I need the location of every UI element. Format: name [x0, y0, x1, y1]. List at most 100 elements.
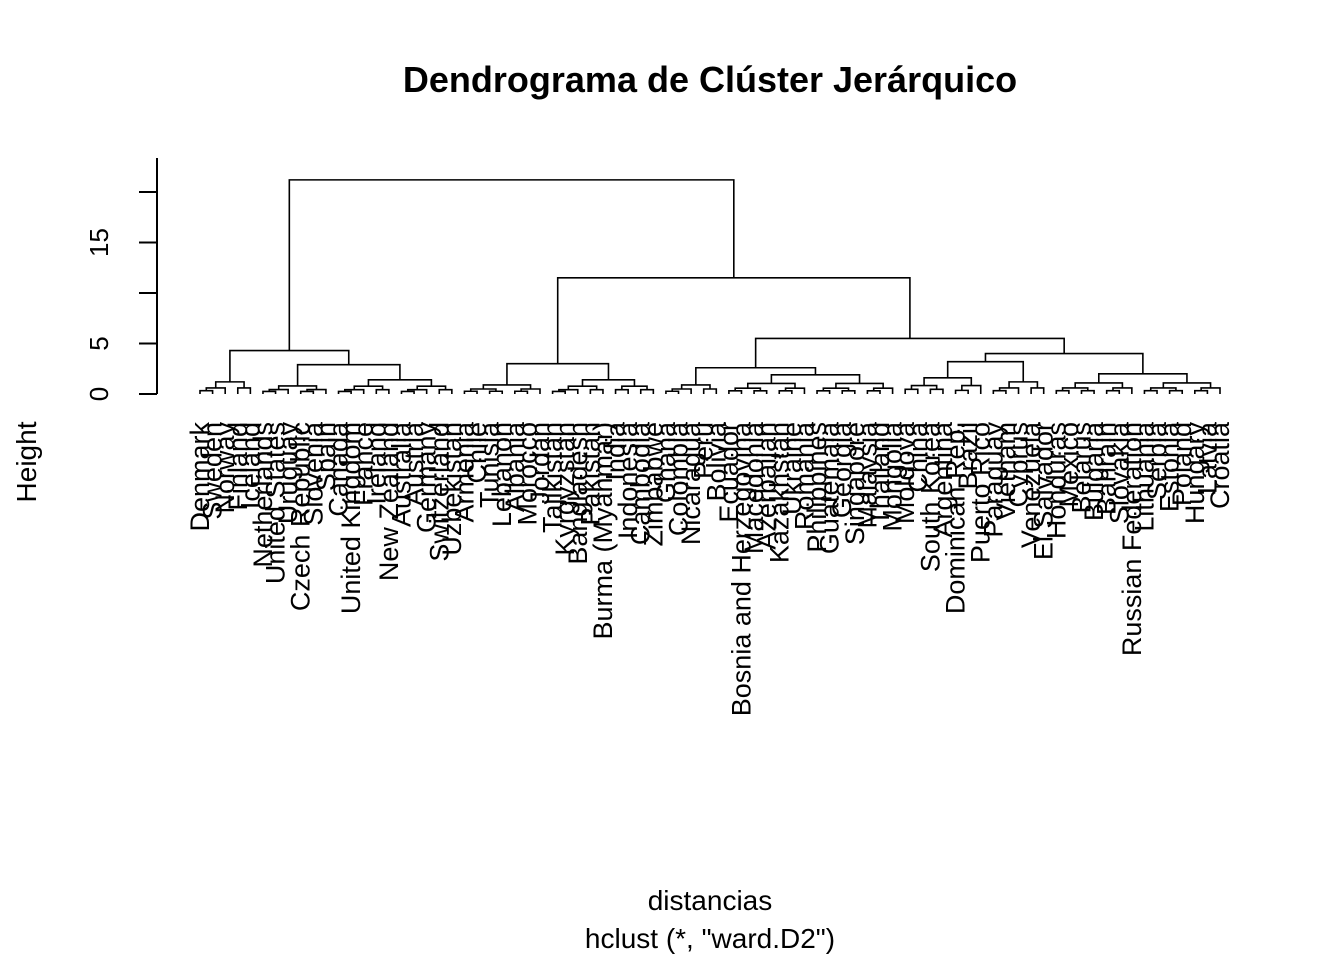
leaf-label: Cyprus — [1004, 422, 1034, 508]
dendrogram-link — [841, 390, 856, 394]
leaf-label: Vietnam — [991, 422, 1021, 521]
leaf-label: Iceland — [235, 422, 265, 509]
dendrogram-link — [551, 390, 566, 394]
leaf-label: Dominican Rep. — [941, 422, 971, 614]
dendrogram-link — [229, 349, 350, 382]
x-axis-label: distancias — [648, 885, 773, 916]
dendrogram-link — [816, 390, 831, 394]
leaf-label: Bangladesh — [563, 422, 593, 565]
dendrogram-link — [778, 390, 793, 394]
dendrogram-link — [262, 390, 277, 394]
dendrogram-link — [904, 388, 919, 394]
leaf-label: Malaysia — [852, 421, 882, 529]
leaf-label: Ireland — [361, 422, 391, 505]
leaf-label: United Kingdom — [336, 422, 366, 614]
leaf-label: Spain — [311, 422, 341, 491]
leaf-label: Zimbabwe — [638, 422, 668, 547]
dendrogram-link — [984, 352, 1144, 374]
dendrogram-link — [992, 389, 1007, 394]
leaf-label: El Salvador — [1029, 422, 1059, 560]
y-tick-label-15: 15 — [84, 228, 114, 257]
dendrogram-link — [946, 360, 1025, 382]
leaf-label: Uzbekistan — [437, 422, 467, 556]
dendrogram-link — [406, 388, 428, 394]
leaf-label: Armenia — [449, 421, 479, 523]
leaf-labels: DenmarkSwedenNorwayFinlandIcelandNetherl… — [185, 421, 1235, 716]
dendrogram-link — [558, 388, 579, 394]
leaf-label: Canada — [324, 421, 354, 517]
dendrogram-link — [665, 390, 680, 394]
leaf-label: India — [601, 421, 631, 481]
leaf-label: Georgia — [827, 421, 857, 518]
leaf-label: Albania — [500, 421, 530, 512]
leaf-label: Sweden — [198, 422, 228, 520]
leaf-label: Jordan — [525, 422, 555, 505]
dendrogram-link — [639, 388, 655, 394]
leaf-label: Cambodia — [626, 421, 656, 545]
leaf-label: Croatia — [1205, 421, 1235, 509]
dendrogram-link — [344, 388, 365, 394]
leaf-label: New Zealand — [374, 422, 404, 581]
leaf-label: Serbia — [1142, 421, 1172, 500]
leaf-label: South Korea — [915, 421, 945, 572]
leaf-label: Lebanon — [487, 422, 517, 527]
leaf-label: Switzerland — [424, 422, 454, 562]
dendrogram-link — [299, 390, 315, 394]
method-subtitle: hclust (*, "ward.D2") — [585, 923, 835, 954]
leaf-label: Mexico — [1054, 422, 1084, 508]
leaf-label: Estonia — [1155, 421, 1185, 512]
y-tick-label-5: 5 — [84, 336, 114, 350]
leaf-label: Philippines — [802, 422, 832, 553]
leaf-label: Ecuador — [714, 422, 744, 523]
leaf-label: Tajikistan — [538, 422, 568, 533]
dendrogram-link — [463, 390, 478, 394]
leaf-label: Uruguay — [273, 422, 303, 525]
dendrogram-link — [199, 389, 214, 394]
leaf-label: Slovenia — [298, 421, 328, 526]
leaf-label: Bahrain — [1092, 422, 1122, 515]
leaf-label: Thailand — [865, 422, 895, 526]
dendrogram-link — [866, 390, 881, 394]
dendrogram-link — [556, 277, 911, 364]
leaf-label: Lithuania — [1129, 421, 1159, 532]
leaf-label: Venezuela — [1016, 421, 1046, 548]
leaf-label: Morocco — [512, 422, 542, 526]
leaf-label: China — [903, 421, 933, 493]
dendrogram-link — [506, 362, 610, 385]
leaf-label: Mongolia — [878, 421, 908, 532]
leaf-label: Denmark — [185, 422, 215, 532]
dendrogram-link — [954, 389, 969, 394]
leaf-label: Colombia — [664, 421, 694, 536]
y-tick-label-0: 0 — [84, 387, 114, 401]
dendrogram-link — [1008, 381, 1039, 388]
leaf-label: Argentina — [928, 421, 958, 538]
leaf-label: Brazil — [953, 422, 983, 490]
leaf-label: Ghana — [651, 421, 681, 503]
leaf-label: Macedonia — [739, 421, 769, 554]
dendrogram-link — [1143, 389, 1158, 394]
leaf-label: Ukraine — [777, 422, 807, 515]
dendrogram-link — [367, 379, 433, 387]
dendrogram-link — [1168, 389, 1184, 394]
dendrogram-link — [1080, 389, 1095, 394]
dendrogram-link — [589, 388, 604, 394]
leaf-label: Azerbaijan — [752, 422, 782, 550]
leaf-label: Nicaragua — [676, 421, 706, 545]
leaf-label: Czech Republic — [286, 422, 316, 611]
leaf-label: Tunisia — [475, 421, 505, 508]
leaf-label: Australia — [386, 421, 416, 527]
chart-title: Dendrograma de Clúster Jerárquico — [403, 59, 1017, 100]
dendrogram-link — [770, 374, 861, 384]
dendrogram-link — [400, 390, 415, 394]
dendrogram-link — [1194, 389, 1209, 394]
dendrogram-link — [288, 179, 735, 351]
leaf-label: Guatemala — [815, 421, 845, 554]
dendrogram-link — [488, 390, 504, 394]
leaf-label: Bosnia and Herzegovina — [726, 421, 756, 716]
leaf-label: Peru — [689, 422, 719, 479]
leaf-label: Pakistan — [575, 422, 605, 526]
leaf-label: Romania — [789, 421, 819, 530]
leaf-label: Slovakia — [1104, 421, 1134, 524]
leaf-label: France — [349, 422, 379, 506]
